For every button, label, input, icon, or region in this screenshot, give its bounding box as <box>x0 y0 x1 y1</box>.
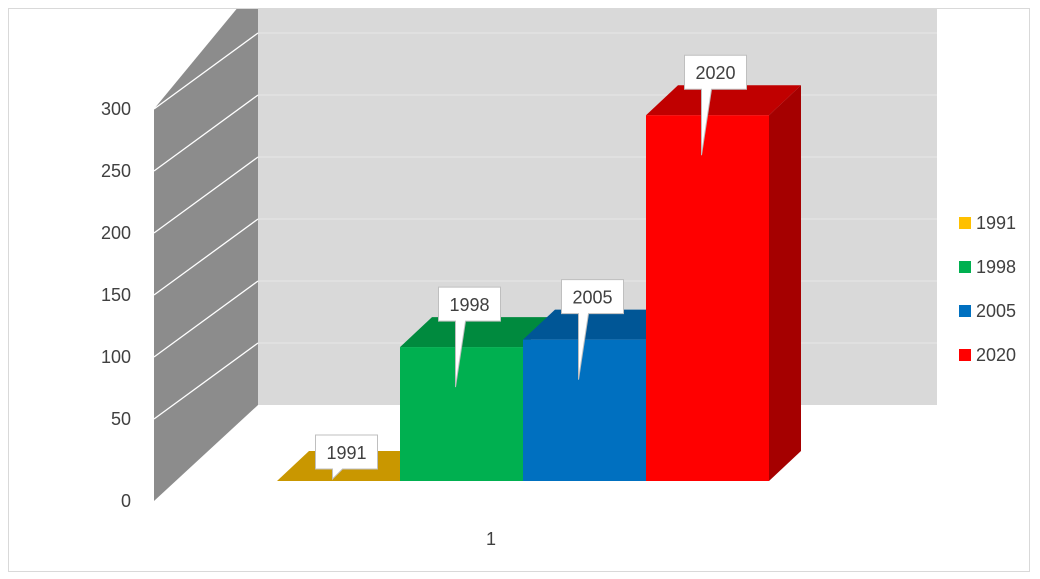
bar-2020 <box>646 115 769 481</box>
callout-box <box>315 434 378 481</box>
bar-side-2020 <box>769 85 801 481</box>
y-tick-label: 100 <box>101 347 131 367</box>
callout-box <box>438 286 501 388</box>
bar-chart: 0 50 100 150 200 250 300 1991 1998 2005 2020 1 19… <box>101 9 1016 549</box>
x-tick-label: 1 <box>486 529 496 549</box>
data-label: 1998 <box>449 295 489 315</box>
legend-entry: 1991 <box>976 213 1016 233</box>
data-label-callouts: 1991 1998 2005 2020 <box>315 54 747 481</box>
data-label: 2020 <box>695 63 735 83</box>
bar-2005 <box>523 339 646 481</box>
y-tick-label: 300 <box>101 99 131 119</box>
bar-top-1998 <box>400 317 555 348</box>
legend-swatch-2005 <box>959 305 971 317</box>
chart-frame: 0 50 100 150 200 250 300 1991 1998 2005 2020 1 19… <box>8 8 1030 572</box>
gridline-side <box>153 342 259 420</box>
gridline-side <box>153 32 259 110</box>
legend-swatch-1998 <box>959 261 971 273</box>
gridlines <box>153 32 937 420</box>
legend-entry: 1998 <box>976 257 1016 277</box>
x-axis-ticks: 1 <box>486 529 496 549</box>
y-tick-label: 200 <box>101 223 131 243</box>
legend-swatch-2020 <box>959 349 971 361</box>
gridline-side <box>153 156 259 234</box>
data-label: 1991 <box>326 443 366 463</box>
y-axis-ticks: 0 50 100 150 200 250 300 <box>101 99 131 511</box>
bars <box>277 85 801 481</box>
gridline-side <box>153 280 259 358</box>
callout-box <box>684 54 747 156</box>
legend: 1991 1998 2005 2020 <box>959 213 1016 365</box>
legend-swatch-1991 <box>959 217 971 229</box>
bar-1998 <box>400 347 523 481</box>
bar-top-2020 <box>646 85 801 116</box>
y-tick-label: 150 <box>101 285 131 305</box>
y-tick-label: 50 <box>111 409 131 429</box>
legend-entry: 2005 <box>976 301 1016 321</box>
y-tick-label: 250 <box>101 161 131 181</box>
gridline-side <box>153 94 259 172</box>
data-label: 2005 <box>572 288 612 308</box>
y-tick-label: 0 <box>121 491 131 511</box>
side-wall <box>154 9 258 501</box>
legend-entry: 2020 <box>976 345 1016 365</box>
callout-box <box>561 279 624 380</box>
bar-top-2005 <box>523 309 678 340</box>
gridline-side <box>153 218 259 296</box>
